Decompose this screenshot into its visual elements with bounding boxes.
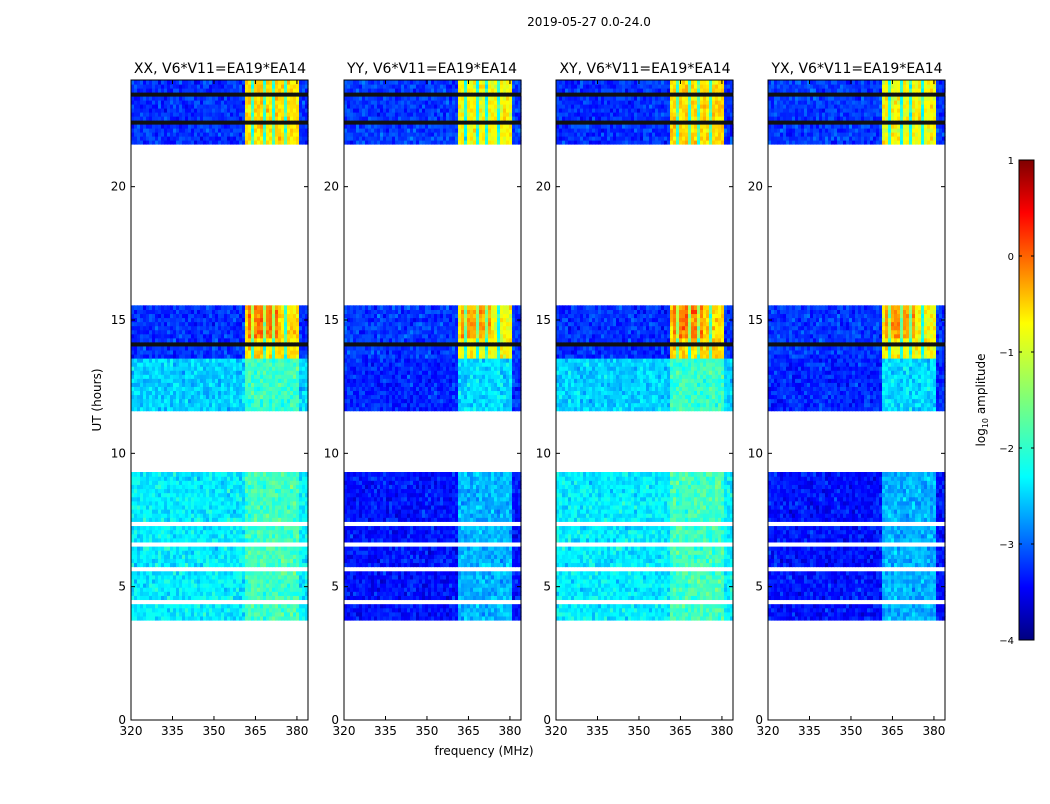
flag-row — [131, 599, 308, 604]
x-tick-label: 350 — [203, 724, 226, 738]
y-tick-label: 5 — [118, 580, 126, 594]
x-tick-label: 380 — [285, 724, 308, 738]
panel-title-xx: XX, V6*V11=EA19*EA14 — [134, 61, 306, 77]
flag-row — [131, 542, 308, 547]
flag-row — [131, 120, 308, 125]
panel-title-yy: YY, V6*V11=EA19*EA14 — [346, 61, 517, 77]
x-tick-label: 335 — [161, 724, 184, 738]
flag-row — [131, 521, 308, 526]
y-tick-label: 20 — [111, 180, 126, 194]
y-tick-label: 0 — [118, 713, 126, 727]
figure-title: 2019-05-27 0.0-24.0 — [527, 15, 651, 29]
flag-row — [131, 567, 308, 572]
x-tick-label: 365 — [244, 724, 267, 738]
flag-row — [131, 92, 308, 97]
flag-row — [344, 567, 521, 572]
flag-row — [131, 342, 308, 347]
y-tick-label: 15 — [111, 313, 126, 327]
y-tick-label: 10 — [111, 446, 126, 460]
flag-row — [344, 599, 521, 604]
